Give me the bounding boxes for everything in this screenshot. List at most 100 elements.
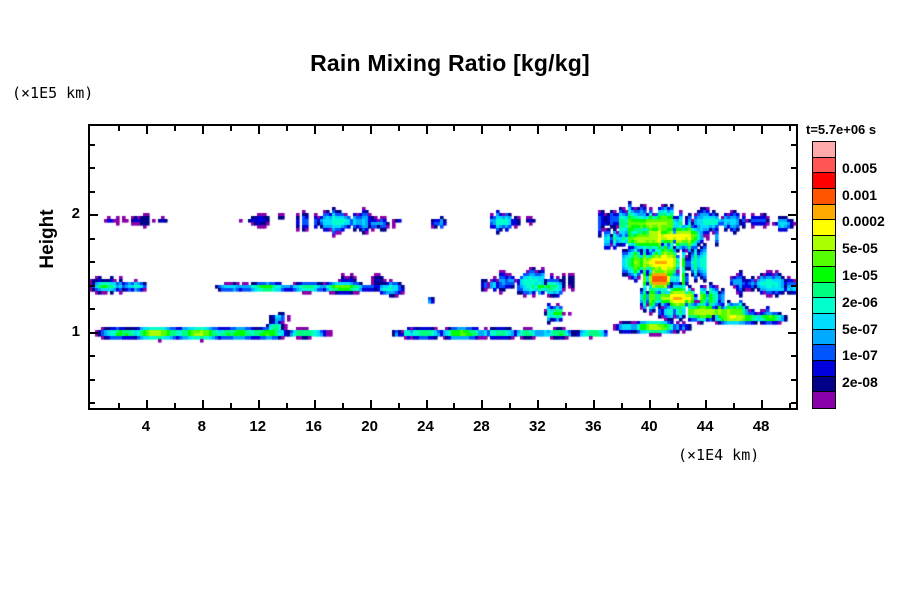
x-tick-label: 32	[529, 418, 546, 435]
y-minor-tick	[90, 355, 95, 358]
x-tick-label: 44	[696, 418, 714, 435]
x-major-tick-top	[649, 126, 652, 134]
x-minor-tick	[341, 403, 344, 408]
y-tick-label: 1	[71, 322, 80, 340]
y-minor-tick	[90, 308, 95, 311]
x-minor-tick	[733, 403, 736, 408]
x-axis-unit-label: (×1E4 km)	[678, 446, 760, 464]
x-major-tick	[481, 400, 484, 408]
x-major-tick	[313, 400, 316, 408]
colorbar-tick-label: 1e-07	[842, 347, 878, 364]
y-axis-unit-label: (×1E5 km)	[12, 84, 94, 102]
colorbar-band	[813, 345, 835, 361]
heatmap-canvas	[90, 126, 796, 408]
colorbar-tick-label: 2e-08	[842, 374, 878, 391]
y-minor-tick-right	[791, 284, 796, 287]
x-minor-tick	[621, 403, 624, 408]
x-major-tick	[257, 400, 260, 408]
colorbar-band	[813, 188, 835, 205]
x-major-tick	[201, 400, 204, 408]
x-minor-tick-top	[285, 126, 288, 131]
colorbar	[812, 141, 836, 409]
x-major-tick	[425, 400, 428, 408]
colorbar-band	[813, 314, 835, 330]
y-minor-tick	[90, 284, 95, 287]
colorbar-band	[813, 392, 835, 408]
colorbar-band	[813, 376, 835, 393]
x-major-tick-top	[257, 126, 260, 134]
x-major-tick	[537, 400, 540, 408]
x-major-tick	[761, 400, 764, 408]
y-major-tick-right	[788, 214, 796, 217]
x-minor-tick-top	[229, 126, 232, 131]
y-minor-tick-right	[791, 378, 796, 381]
x-minor-tick-top	[397, 126, 400, 131]
x-minor-tick-top	[173, 126, 176, 131]
x-minor-tick	[677, 403, 680, 408]
colorbar-band	[813, 360, 835, 377]
x-tick-label: 16	[305, 418, 323, 435]
x-minor-tick	[565, 403, 568, 408]
colorbar-tick-label: 1e-05	[842, 267, 878, 283]
colorbar-band	[813, 235, 835, 252]
colorbar-tick-label: 5e-07	[842, 320, 878, 337]
x-major-tick	[369, 400, 372, 408]
x-minor-tick-top	[789, 126, 791, 131]
x-tick-label: 12	[249, 418, 267, 435]
x-tick-label: 40	[640, 418, 658, 435]
colorbar-band	[813, 267, 835, 283]
x-tick-label: 36	[584, 418, 602, 435]
y-minor-tick-right	[791, 402, 796, 405]
page-title: Rain Mixing Ratio [kg/kg]	[310, 50, 590, 76]
x-major-tick-top	[201, 126, 204, 134]
x-minor-tick	[117, 403, 120, 408]
y-minor-tick-right	[791, 308, 796, 311]
colorbar-tick-label: 0.0002	[842, 213, 885, 230]
x-minor-tick	[789, 403, 791, 408]
y-major-tick	[90, 214, 98, 217]
x-minor-tick-top	[341, 126, 344, 131]
colorbar-tick-label: 2e-06	[842, 293, 878, 310]
y-minor-tick-right	[791, 190, 796, 193]
colorbar-band	[813, 204, 835, 221]
x-major-tick-top	[761, 126, 764, 134]
colorbar-band	[813, 298, 835, 315]
x-major-tick	[705, 400, 708, 408]
x-major-tick	[593, 400, 596, 408]
x-minor-tick-top	[453, 126, 456, 131]
y-minor-tick	[90, 167, 95, 170]
x-major-tick	[145, 400, 148, 408]
y-minor-tick	[90, 237, 95, 240]
x-minor-tick	[453, 403, 456, 408]
x-minor-tick-top	[509, 126, 512, 131]
y-major-tick-right	[788, 331, 796, 334]
x-minor-tick	[397, 403, 400, 408]
y-tick-label: 2	[71, 205, 80, 223]
x-tick-label: 20	[361, 418, 378, 435]
x-minor-tick-top	[733, 126, 736, 131]
y-minor-tick	[90, 190, 95, 193]
x-minor-tick-top	[117, 126, 120, 131]
x-major-tick-top	[369, 126, 372, 134]
plot-area	[88, 124, 798, 410]
time-annotation: t=5.7e+06 s	[806, 122, 877, 137]
x-minor-tick-top	[621, 126, 624, 131]
colorbar-tick-label: 0.001	[842, 186, 878, 203]
x-minor-tick-top	[677, 126, 680, 131]
y-minor-tick	[90, 402, 95, 405]
y-axis-title: Height	[37, 209, 58, 269]
x-major-tick-top	[593, 126, 596, 134]
y-minor-tick-right	[791, 237, 796, 240]
x-major-tick-top	[145, 126, 148, 134]
y-minor-tick-right	[791, 355, 796, 358]
x-major-tick	[649, 400, 652, 408]
x-tick-label: 4	[141, 418, 151, 435]
x-tick-label: 48	[752, 418, 770, 435]
y-minor-tick	[90, 378, 95, 381]
y-minor-tick-right	[791, 261, 796, 264]
colorbar-tick-label: 0.005	[842, 159, 878, 176]
y-minor-tick-right	[791, 143, 796, 146]
x-tick-label: 28	[473, 418, 490, 435]
colorbar-band	[813, 251, 835, 268]
